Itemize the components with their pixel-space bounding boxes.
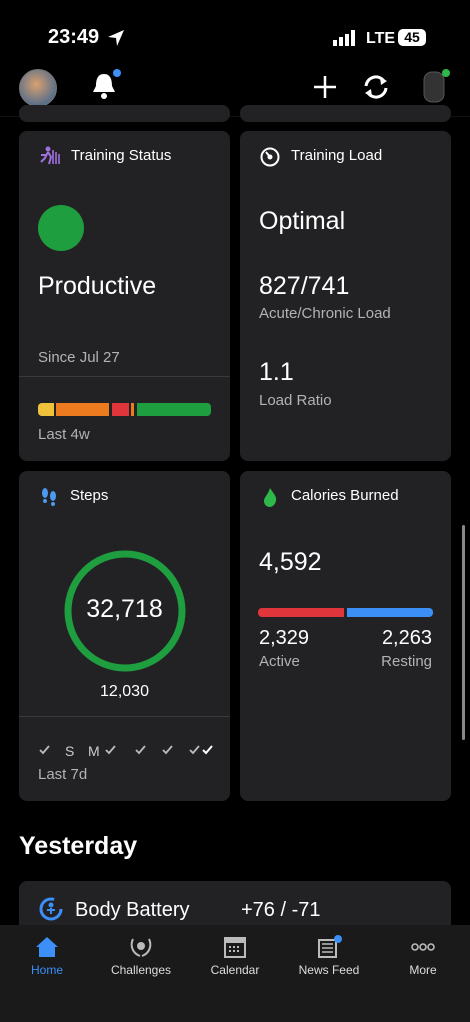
sync-button[interactable] xyxy=(360,72,392,102)
day-label: M xyxy=(88,743,100,759)
active-bar xyxy=(258,608,344,617)
more-icon xyxy=(411,943,435,951)
news-icon xyxy=(318,935,342,958)
steps-goal: 12,030 xyxy=(100,683,149,700)
calendar-icon xyxy=(224,937,246,958)
avatar[interactable] xyxy=(19,69,57,107)
steps-value: 32,718 xyxy=(86,595,163,623)
training-load-icon xyxy=(260,147,280,167)
since-text: Since Jul 27 xyxy=(38,349,120,366)
body-battery-label: Body Battery xyxy=(75,899,190,921)
card-title: Training Load xyxy=(291,147,383,164)
tab-news-feed[interactable]: News Feed xyxy=(282,925,376,1022)
section-title: Yesterday xyxy=(19,832,138,860)
load-label: Acute/Chronic Load xyxy=(259,305,391,322)
card-title: Steps xyxy=(70,487,109,504)
period-text: Last 4w xyxy=(38,426,90,443)
steps-card[interactable]: Steps 32,718 12,030 S M Last 7d xyxy=(19,471,230,801)
training-status-icon xyxy=(40,146,60,165)
add-button[interactable] xyxy=(312,74,338,100)
status-bar-segment xyxy=(38,403,54,416)
training-load-card[interactable]: Training Load Optimal 827/741 Acute/Chro… xyxy=(240,131,451,461)
tab-home[interactable]: Home xyxy=(0,925,94,1022)
calories-total: 4,592 xyxy=(259,548,322,576)
day-label: S xyxy=(65,743,75,759)
card-title: Training Status xyxy=(71,147,172,164)
body-battery-value: +76 / -71 xyxy=(241,899,321,921)
resting-value: 2,263 xyxy=(381,627,432,649)
network: LTE xyxy=(366,30,396,47)
resting-label: Resting xyxy=(381,653,432,670)
ratio-value: 1.1 xyxy=(259,358,294,386)
calories-card[interactable]: Calories Burned 4,592 2,329 Active 2,263… xyxy=(240,471,451,801)
previous-card xyxy=(19,105,230,122)
tab-calendar[interactable]: Calendar xyxy=(188,925,282,1022)
steps-icon xyxy=(42,488,56,506)
divider xyxy=(0,116,470,117)
tab-label: Calendar xyxy=(210,963,260,977)
status-text: Productive xyxy=(38,272,157,300)
tab-label: More xyxy=(409,963,437,977)
week-checks xyxy=(39,745,213,755)
previous-card xyxy=(240,105,451,122)
steps-ring xyxy=(64,550,186,672)
battery: 45 xyxy=(398,29,426,46)
tab-challenges[interactable]: Challenges xyxy=(94,925,188,1022)
status-bar-segment xyxy=(112,403,129,416)
location-icon xyxy=(108,30,124,46)
scrollbar xyxy=(462,525,465,740)
tab-label: News Feed xyxy=(298,963,360,977)
divider xyxy=(19,716,230,717)
card-title: Calories Burned xyxy=(291,487,399,504)
divider xyxy=(19,376,230,377)
load-value: 827/741 xyxy=(259,272,350,300)
calories-icon xyxy=(264,488,277,507)
tab-label: Challenges xyxy=(110,963,172,977)
active-value: 2,329 xyxy=(259,627,310,649)
status-badge xyxy=(38,205,84,251)
body-battery-icon xyxy=(39,897,63,921)
tab-more[interactable]: More xyxy=(376,925,470,1022)
challenges-icon xyxy=(130,938,152,957)
resting-bar xyxy=(347,608,433,617)
active-label: Active xyxy=(259,653,300,670)
notifications-button[interactable] xyxy=(88,68,124,104)
signal-icon xyxy=(333,30,355,46)
load-status: Optimal xyxy=(259,207,346,235)
device-button[interactable] xyxy=(420,68,454,104)
period-text: Last 7d xyxy=(38,766,88,783)
status-bar-segment xyxy=(131,403,134,416)
training-status-card[interactable]: Training Status Productive Since Jul 27 … xyxy=(19,131,230,461)
tab-label: Home xyxy=(30,963,63,977)
clock: 23:49 xyxy=(48,26,100,48)
status-bar-segment xyxy=(137,403,211,416)
status-bar-segment xyxy=(56,403,109,416)
ratio-label: Load Ratio xyxy=(259,392,332,409)
home-icon xyxy=(36,937,58,957)
